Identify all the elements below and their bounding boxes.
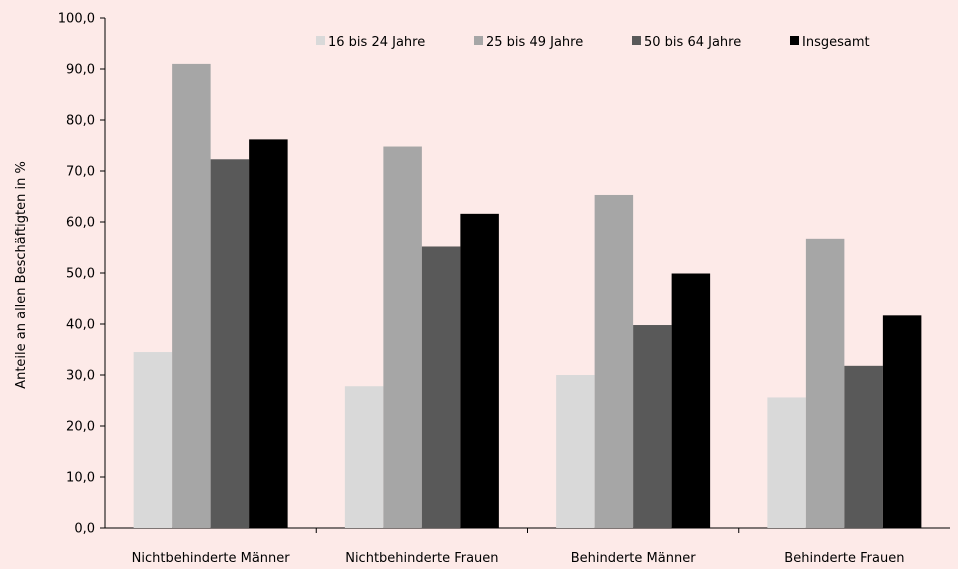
bar xyxy=(383,146,422,528)
category-label: Nichtbehinderte Männer xyxy=(132,551,291,566)
bar xyxy=(421,246,461,529)
y-tick-label: 50,0 xyxy=(66,267,95,282)
bar xyxy=(633,325,672,528)
category-labels: Nichtbehinderte Männer Nichtbehinderte Fr… xyxy=(132,551,905,566)
legend-label: 16 bis 24 Jahre xyxy=(328,35,425,50)
bar xyxy=(210,159,250,528)
legend-swatch xyxy=(316,36,325,45)
y-tick-label: 0,0 xyxy=(74,522,95,537)
bar xyxy=(671,273,711,528)
y-tick-label: 80,0 xyxy=(66,114,95,129)
y-tick-label: 30,0 xyxy=(66,369,95,384)
bar xyxy=(249,139,288,528)
y-tick-label: 60,0 xyxy=(66,216,95,231)
y-tick-label: 100,0 xyxy=(58,12,95,27)
bar xyxy=(344,386,384,528)
legend-label: Insgesamt xyxy=(802,35,870,50)
legend-swatch xyxy=(790,36,799,45)
bar xyxy=(172,63,211,529)
category-label: Nichtbehinderte Frauen xyxy=(345,551,498,566)
y-tick-label: 90,0 xyxy=(66,63,95,78)
legend: 16 bis 24 Jahre 25 bis 49 Jahre 50 bis 64 … xyxy=(316,35,870,50)
category-label: Behinderte Frauen xyxy=(784,551,904,566)
bar xyxy=(556,375,595,528)
bar xyxy=(133,352,173,528)
bar xyxy=(805,238,845,528)
legend-label: 50 bis 64 Jahre xyxy=(644,35,741,50)
bars xyxy=(133,63,922,529)
legend-swatch xyxy=(474,36,483,45)
legend-label: 25 bis 49 Jahre xyxy=(486,35,583,50)
bar xyxy=(767,397,806,528)
y-tick-label: 10,0 xyxy=(66,471,95,486)
category-label: Behinderte Männer xyxy=(571,551,696,566)
legend-swatch xyxy=(632,36,641,45)
bar xyxy=(460,213,499,528)
bar xyxy=(882,315,922,528)
y-axis-title: Anteile an allen Beschäftigten in % xyxy=(14,161,29,389)
bar xyxy=(844,365,883,528)
bar xyxy=(594,194,634,528)
y-tick-label: 20,0 xyxy=(66,420,95,435)
y-tick-labels: 0,0 10,0 20,0 30,0 40,0 50,0 60,0 70,0 80,0 90,0 1… xyxy=(58,12,95,537)
y-tick-label: 70,0 xyxy=(66,165,95,180)
y-tick-label: 40,0 xyxy=(66,318,95,333)
